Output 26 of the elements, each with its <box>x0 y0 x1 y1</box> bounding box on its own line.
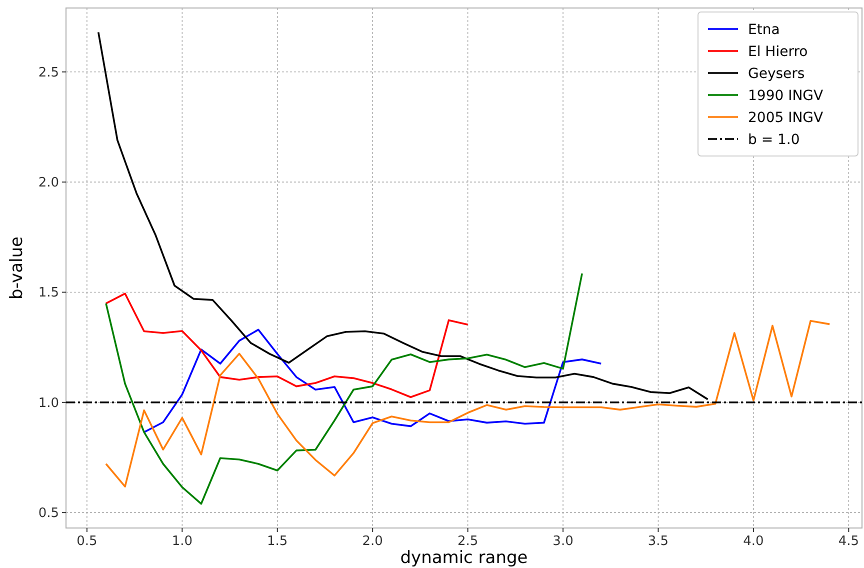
x-tick-label: 2.0 <box>362 534 383 549</box>
x-tick-label: 4.5 <box>838 534 860 549</box>
line-series <box>105 272 583 505</box>
line-series <box>143 328 602 434</box>
x-tick-label: 4.0 <box>743 534 764 549</box>
line-series <box>105 320 831 488</box>
y-tick-label: 1.0 <box>38 396 59 411</box>
legend-label: Etna <box>748 22 780 38</box>
y-tick-label: 1.5 <box>38 286 59 301</box>
y-tick-label: 2.5 <box>38 65 59 80</box>
x-tick-label: 3.5 <box>648 534 669 549</box>
x-tick-label: 1.5 <box>267 534 288 549</box>
line-series <box>105 292 469 398</box>
y-axis-title: b-value <box>7 236 27 300</box>
legend-label: El Hierro <box>748 44 808 60</box>
x-tick-label: 1.0 <box>172 534 193 549</box>
y-tick-label: 0.5 <box>38 506 59 522</box>
legend-label: 1990 INGV <box>748 88 824 104</box>
x-tick-label: 2.5 <box>457 534 478 549</box>
x-tick-label: 3.0 <box>552 534 574 549</box>
legend-label: Geysers <box>748 66 805 82</box>
y-tick-label: 2.0 <box>38 176 59 191</box>
legend-label: 2005 INGV <box>748 110 824 126</box>
legend-label: b = 1.0 <box>748 132 800 148</box>
x-tick-label: 0.5 <box>76 534 98 549</box>
x-axis-title: dynamic range <box>400 548 528 568</box>
